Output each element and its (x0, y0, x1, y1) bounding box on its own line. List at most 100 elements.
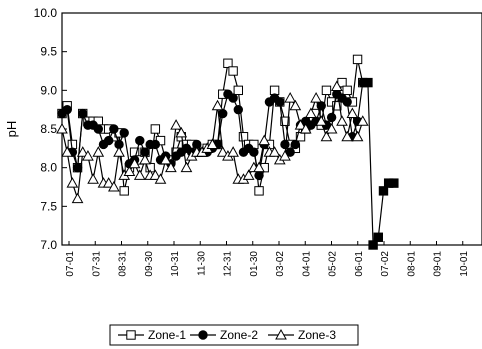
zone-1-point (254, 186, 264, 196)
y-axis-label: pH (4, 121, 19, 138)
zone-2-point (249, 147, 259, 157)
y-tick-label: 10.0 (34, 6, 58, 20)
zone-3-point (315, 115, 328, 126)
zone-2-point (280, 139, 290, 150)
series-4-point (363, 77, 373, 88)
zone-1-point (342, 85, 352, 96)
y-tick-label: 9.0 (40, 83, 57, 97)
series-4-point (368, 240, 378, 250)
zone-3-point (87, 173, 99, 184)
x-tick-label: 07-02 (380, 251, 391, 277)
zone-3-point (165, 161, 177, 173)
zone-3-point (253, 161, 265, 173)
zone-3-point (113, 146, 125, 157)
legend-label-zone-3: Zone-3 (298, 328, 336, 342)
zone-3-point (133, 169, 146, 180)
zone-1-point (280, 116, 290, 126)
zone-3-point (356, 115, 369, 126)
zone-2-point (233, 104, 243, 115)
series-layer (56, 54, 399, 250)
zone-3-point (175, 126, 188, 138)
zone-1-point (269, 85, 280, 96)
y-tick-label: 7.0 (40, 238, 57, 252)
x-tick-label: 09-01 (433, 251, 444, 277)
x-tick-label: 08-31 (118, 251, 129, 277)
zone-3-point (325, 122, 338, 134)
zone-1-point (223, 58, 233, 68)
y-tick-label: 9.5 (40, 45, 57, 59)
x-tick-label: 08-01 (406, 251, 417, 277)
zone-2-point (326, 112, 337, 123)
y-tick-label: 8.0 (40, 161, 57, 175)
zone-3-point (170, 119, 182, 130)
zone-3-point (211, 99, 224, 111)
x-tick-label: 05-02 (328, 251, 339, 277)
x-tick-label: 04-01 (301, 251, 312, 277)
zone-1-point (238, 132, 249, 142)
x-tick-label: 06-01 (354, 251, 365, 277)
zone-3-point (76, 146, 89, 157)
x-tick-label: 07-01 (65, 251, 76, 277)
series-4-line (367, 82, 394, 247)
zone-2-point (72, 162, 83, 173)
zone-3-point (56, 122, 68, 134)
series-4-point (389, 178, 399, 188)
zone-3-point (227, 146, 239, 157)
y-tick-label: 8.5 (40, 122, 57, 136)
zone-3-point (346, 107, 359, 119)
zone-2-point (109, 124, 119, 134)
x-tick-label: 03-02 (275, 251, 286, 277)
legend-marker-zone-3 (275, 328, 287, 340)
legend-marker-zone-2 (198, 330, 208, 340)
zone-2-point (103, 135, 114, 146)
zone-2-point (135, 135, 145, 146)
zone-1-point (352, 54, 363, 65)
zone-3-point (82, 150, 94, 161)
y-axis: 7.0 7.5 8.0 8.5 9.0 9.5 10.0 (34, 6, 67, 252)
zone-2-point (62, 104, 72, 115)
zone-3-point (149, 169, 162, 180)
zone-3-point (258, 134, 271, 146)
legend-label-zone-2: Zone-2 (220, 328, 258, 342)
zone-3-point (310, 92, 322, 103)
zone-3-point (108, 180, 120, 192)
zone-3-point (128, 157, 141, 169)
zone-3-point (102, 177, 115, 188)
zone-2-point (228, 93, 238, 103)
x-tick-label: 10-31 (170, 251, 181, 277)
zone-3-point (154, 173, 167, 184)
series-4-point (373, 232, 383, 242)
zone-3-point (242, 169, 255, 180)
zone-3-point (341, 130, 354, 142)
zone-3-point (320, 130, 333, 142)
series-4-point (378, 186, 389, 196)
zone-2-point (290, 139, 301, 150)
zone-3-point (351, 130, 364, 142)
x-tick-label: 07-31 (91, 251, 102, 277)
zone-2-point (275, 97, 285, 107)
zone-1-point (233, 85, 243, 96)
zone-2-point (150, 139, 161, 150)
zone-1-point (150, 124, 161, 134)
zone-3-point (305, 107, 317, 119)
zone-3-point (284, 92, 296, 103)
zone-3-point (180, 161, 193, 173)
zone-3-point (336, 115, 348, 126)
legend-box (109, 324, 359, 346)
x-tick-label: 12-31 (223, 251, 234, 277)
zone-3-point (330, 80, 343, 91)
zone-3-point (206, 138, 219, 149)
zone-3-point (66, 177, 79, 188)
zone-3-point (279, 150, 291, 161)
zone-2-point (78, 108, 88, 119)
y-tick-label: 7.5 (40, 199, 57, 213)
x-tick-label: 01-30 (249, 251, 260, 277)
legend-marker-zone-1 (126, 330, 136, 340)
x-tick-label: 10-01 (459, 251, 470, 277)
zone-3-point (61, 146, 74, 157)
zone-2-point (218, 108, 228, 119)
zone-3-point (216, 146, 229, 157)
zone-3-point (159, 153, 172, 165)
zone-3-point (294, 119, 307, 130)
